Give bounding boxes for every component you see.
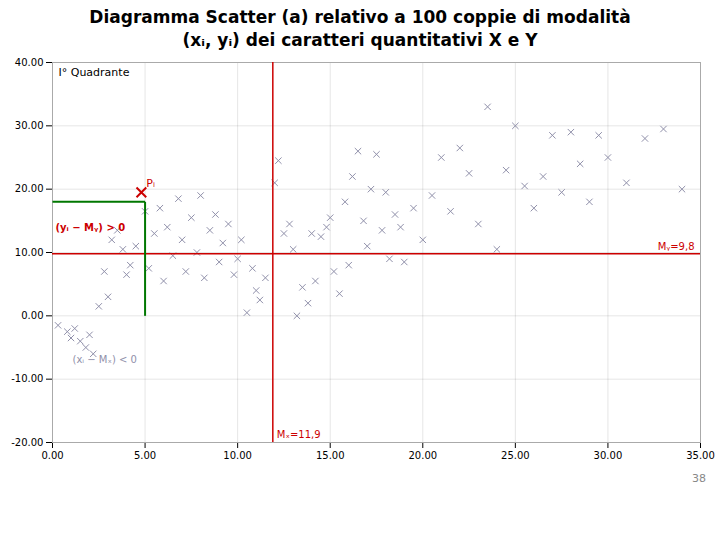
svg-text:5.00: 5.00 [134, 449, 156, 460]
svg-text:25.00: 25.00 [501, 449, 530, 460]
svg-text:(xᵢ − Mₓ) < 0: (xᵢ − Mₓ) < 0 [73, 354, 137, 365]
svg-text:20.00: 20.00 [408, 449, 437, 460]
svg-text:30.00: 30.00 [594, 449, 623, 460]
svg-text:-20.00: -20.00 [11, 437, 43, 448]
svg-text:10.00: 10.00 [15, 247, 44, 258]
svg-text:35.00: 35.00 [686, 449, 715, 460]
svg-text:15.00: 15.00 [316, 449, 345, 460]
svg-text:20.00: 20.00 [15, 183, 44, 194]
html-text:(xᵢ, yᵢ) dei caratteri quantit: (xᵢ, yᵢ) dei caratteri quantitativi X e … [182, 29, 538, 50]
html-text:Diagramma Scatter (a) relativo: Diagramma Scatter (a) relativo a 100 cop… [89, 7, 631, 27]
svg-text:0.00: 0.00 [41, 449, 63, 460]
svg-text:I° Quadrante: I° Quadrante [59, 66, 130, 79]
svg-text:Mᵧ=9,8: Mᵧ=9,8 [658, 241, 695, 252]
svg-text:40.00: 40.00 [15, 57, 44, 68]
svg-text:30.00: 30.00 [15, 120, 44, 131]
svg-text:Mₓ=11,9: Mₓ=11,9 [277, 429, 321, 440]
svg-text:(yᵢ − Mᵧ) > 0: (yᵢ − Mᵧ) > 0 [56, 222, 126, 233]
svg-text:Pᵢ: Pᵢ [146, 177, 155, 190]
svg-text:-10.00: -10.00 [11, 373, 43, 384]
svg-text:0.00: 0.00 [21, 310, 43, 321]
html-text:38: 38 [692, 471, 706, 485]
svg-text:10.00: 10.00 [223, 449, 252, 460]
